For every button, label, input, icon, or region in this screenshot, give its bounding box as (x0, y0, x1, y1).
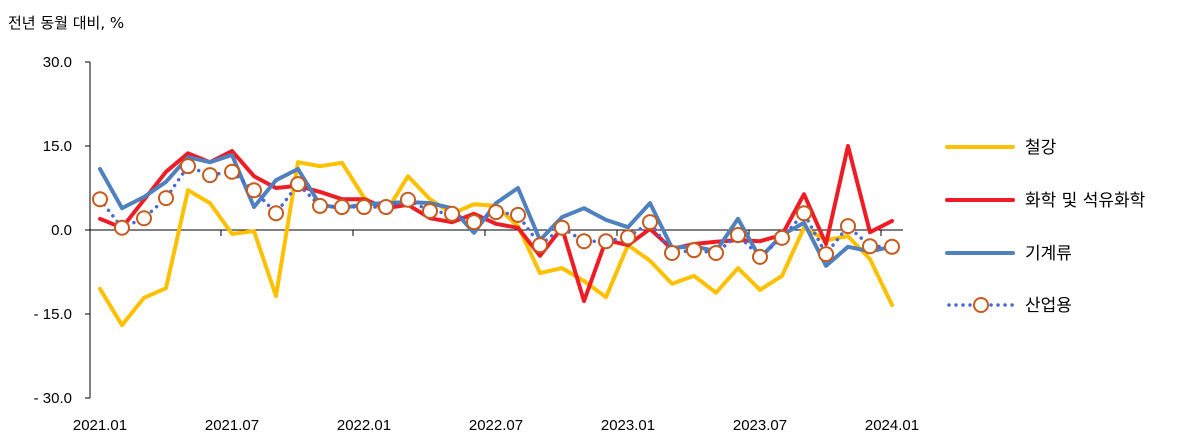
data-point-industrial (532, 237, 548, 254)
data-point-industrial (884, 238, 900, 255)
data-point-industrial (290, 176, 306, 193)
data-point-industrial (268, 205, 284, 222)
data-point-industrial (378, 199, 394, 216)
data-point-industrial (818, 246, 834, 263)
legend-label-industrial: 산업용 (1025, 296, 1072, 316)
y-tick-label: - 30.0 (34, 390, 72, 407)
data-point-industrial (840, 218, 856, 235)
data-point-industrial (774, 229, 790, 246)
data-point-industrial (400, 191, 416, 208)
x-tick-label: 2022.01 (337, 417, 391, 434)
series-line-chemical (98, 144, 894, 304)
legend-label-machinery: 기계류 (1025, 244, 1072, 264)
data-point-industrial (246, 182, 262, 199)
data-point-industrial (114, 219, 130, 236)
data-point-industrial (752, 248, 768, 265)
data-point-industrial (510, 206, 526, 223)
x-tick-label: 2022.07 (469, 417, 523, 434)
legend-label-steel: 철강 (1025, 138, 1057, 158)
data-point-industrial (466, 214, 482, 231)
x-tick-label: 2021.01 (73, 417, 127, 434)
legend-marker-industrial (973, 297, 989, 313)
data-point-industrial (686, 242, 702, 259)
data-point-industrial (488, 204, 504, 221)
data-point-industrial (664, 244, 680, 261)
series-layer (92, 144, 900, 328)
legend: 철강 화학 및 석유화학 기계류 산업용 (945, 138, 1146, 316)
data-point-industrial (422, 202, 438, 219)
data-point-industrial (730, 227, 746, 244)
data-point-industrial (158, 190, 174, 207)
x-tick-label: 2024.01 (865, 417, 919, 434)
data-point-industrial (708, 244, 724, 261)
x-tick-label: 2023.01 (601, 417, 655, 434)
data-point-industrial (312, 197, 328, 214)
data-point-industrial (136, 210, 152, 227)
data-point-industrial (202, 167, 218, 184)
data-point-industrial (620, 229, 636, 246)
data-point-industrial (334, 199, 350, 216)
legend-item-industrial: 산업용 (947, 296, 1072, 316)
y-tick-label: 15.0 (43, 138, 72, 155)
y-tick-label: 0.0 (51, 222, 72, 239)
data-point-industrial (642, 214, 658, 231)
y-tick-label: - 15.0 (34, 306, 72, 323)
legend-item-steel: 철강 (945, 138, 1057, 158)
data-point-industrial (180, 158, 196, 175)
data-point-industrial (862, 238, 878, 255)
data-point-industrial (444, 205, 460, 222)
legend-label-chemical: 화학 및 석유화학 (1025, 191, 1146, 211)
data-point-industrial (554, 219, 570, 236)
data-point-industrial (796, 205, 812, 222)
y-tick-label: 30.0 (43, 54, 72, 71)
x-tick-label: 2021.07 (205, 417, 259, 434)
data-point-industrial (576, 233, 592, 250)
legend-item-machinery: 기계류 (945, 244, 1072, 264)
data-point-industrial (224, 163, 240, 180)
x-tick-label: 2023.07 (733, 417, 787, 434)
y-axis-title: 전년 동월 대비, % (8, 14, 124, 32)
data-point-industrial (356, 199, 372, 216)
legend-item-chemical: 화학 및 석유화학 (945, 191, 1146, 211)
data-point-industrial (92, 191, 108, 208)
data-point-industrial (598, 233, 614, 250)
